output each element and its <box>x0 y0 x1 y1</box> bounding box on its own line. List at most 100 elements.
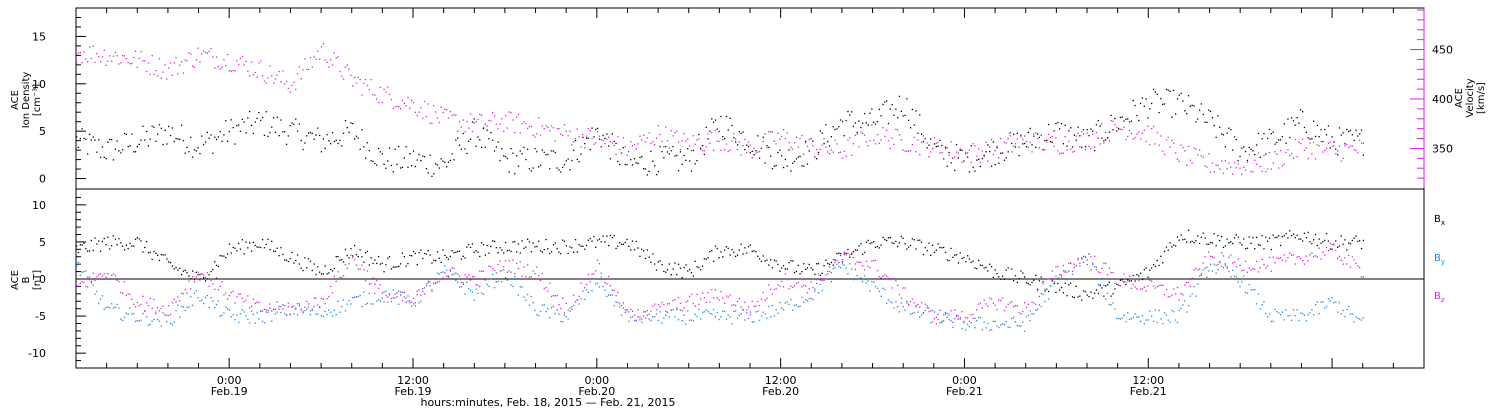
bz-series-point <box>195 276 197 278</box>
bz-series-point <box>994 304 996 306</box>
density-series-point <box>961 149 963 151</box>
density-series-point <box>333 140 335 143</box>
by-series-point <box>192 304 194 306</box>
by-series-point <box>239 313 242 315</box>
bx-series-point <box>757 255 759 257</box>
bx-series-point <box>179 267 181 269</box>
by-series-point <box>1211 270 1214 272</box>
bx-series-point <box>306 267 308 269</box>
by-series-point <box>654 316 656 318</box>
bx-series-point <box>854 249 856 251</box>
bx-series-point <box>477 251 479 253</box>
velocity-series-point <box>1261 170 1263 173</box>
density-series-point <box>1259 156 1261 158</box>
by-series-point <box>539 310 542 313</box>
bz-series-point <box>339 276 341 279</box>
velocity-series-point <box>922 135 925 137</box>
density-series-point <box>374 162 376 165</box>
density-series-point <box>641 156 643 158</box>
density-series-point <box>712 121 715 123</box>
bz-series-point <box>435 282 437 284</box>
bz-series-point <box>1186 282 1188 284</box>
bx-series-point <box>825 259 827 261</box>
velocity-series-point <box>76 62 78 64</box>
by-series-point <box>591 290 593 292</box>
velocity-series-point <box>582 133 584 136</box>
bx-series-point <box>1082 290 1085 292</box>
by-series-point <box>584 298 586 300</box>
bz-series-point <box>307 303 310 305</box>
density-series-point <box>985 151 987 153</box>
bz-series-point <box>215 277 218 279</box>
density-series-point <box>799 155 801 158</box>
density-series-point <box>1252 150 1254 152</box>
density-series-point <box>127 145 129 148</box>
bx-series-point <box>455 251 457 253</box>
bx-series-point <box>981 264 983 267</box>
density-series-point <box>1221 133 1223 135</box>
density-series-point <box>747 146 750 148</box>
bz-series-point <box>593 273 595 275</box>
density-series-point <box>639 156 641 159</box>
velocity-series-point <box>1250 170 1252 173</box>
velocity-series-point <box>278 70 280 73</box>
density-series-point <box>479 139 481 141</box>
bz-series-point <box>801 286 803 288</box>
by-series-point <box>405 297 407 299</box>
bx-series-point <box>663 270 665 272</box>
bx-series-point <box>195 271 197 273</box>
by-series-point <box>547 308 549 310</box>
by-series-point <box>471 291 474 293</box>
velocity-series-point <box>451 114 453 117</box>
velocity-series-point <box>1138 131 1140 133</box>
bx-series-point <box>214 261 216 263</box>
bx-series-point <box>254 244 256 247</box>
by-series-point <box>810 297 812 299</box>
bz-series-point <box>585 283 588 286</box>
density-series-point <box>1055 122 1057 125</box>
bz-series-point <box>250 305 253 308</box>
bx-series-point <box>109 248 111 250</box>
by-series-point <box>1025 316 1028 318</box>
bx-series-point <box>676 274 678 276</box>
bx-series-point <box>554 242 556 244</box>
density-series-point <box>179 138 181 140</box>
by-series-point <box>111 303 113 305</box>
density-series-point <box>974 170 976 172</box>
bz-series-point <box>1195 267 1197 269</box>
bx-series-point <box>773 259 775 261</box>
velocity-series-point <box>810 138 812 140</box>
by-series-point <box>676 308 678 311</box>
density-series-point <box>1178 94 1180 96</box>
bz-series-point <box>457 273 459 275</box>
density-series-point <box>256 117 258 120</box>
by-series-point <box>571 306 573 308</box>
velocity-series-point <box>298 66 300 68</box>
density-series-point <box>1059 128 1061 130</box>
velocity-series-point <box>1158 144 1160 146</box>
velocity-series-point <box>307 68 310 71</box>
velocity-series-point <box>600 139 602 141</box>
bx-series-point <box>1292 233 1295 235</box>
bx-series-point <box>941 247 943 249</box>
by-series-point <box>523 296 525 298</box>
bx-series-point <box>742 253 744 255</box>
density-series-point <box>707 138 709 140</box>
velocity-series-point <box>416 114 418 117</box>
bx-series-point <box>827 262 829 265</box>
density-series-point <box>832 126 834 128</box>
bx-series-point <box>571 247 573 249</box>
bz-series-point <box>271 310 273 312</box>
bx-series-point <box>744 247 746 249</box>
density-series-point <box>786 165 788 167</box>
velocity-series-point <box>920 141 923 143</box>
by-series-point <box>639 316 641 318</box>
velocity-series-point <box>1167 136 1169 139</box>
density-series-point <box>1141 97 1144 99</box>
bz-series-point <box>1333 243 1335 245</box>
bz-series-point <box>171 302 173 304</box>
density-series-point <box>827 141 829 143</box>
top-left-axis-title-line: ACE <box>10 90 21 110</box>
velocity-series-point <box>744 138 746 141</box>
bz-series-point <box>1316 256 1318 258</box>
